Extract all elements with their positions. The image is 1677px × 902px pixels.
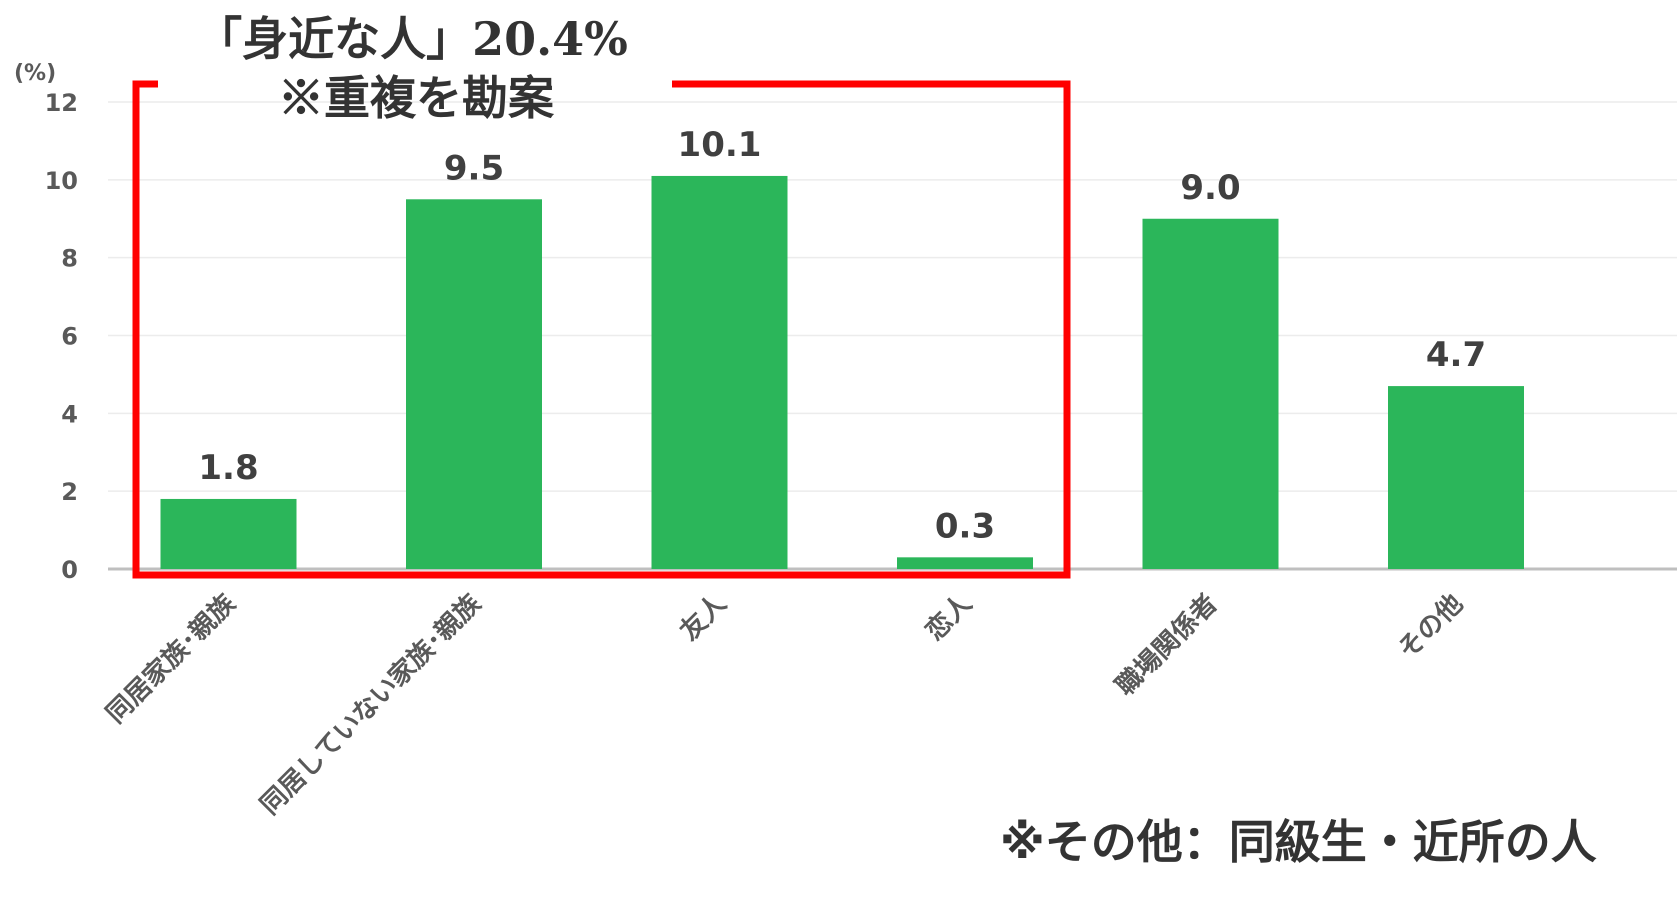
y-tick-label: 8 xyxy=(61,245,78,273)
data-label: 9.5 xyxy=(444,148,504,188)
highlight-subtitle: ※重複を勘案 xyxy=(278,71,555,125)
highlight-title: 「身近な人」20.4% xyxy=(196,12,628,66)
y-tick-label: 10 xyxy=(45,167,78,195)
category-label: 恋人 xyxy=(919,588,978,647)
data-labels: 1.8 9.5 10.1 0.3 9.0 4.7 xyxy=(198,125,1486,546)
category-label: その他 xyxy=(1393,589,1469,665)
data-label: 9.0 xyxy=(1180,168,1240,208)
data-label: 10.1 xyxy=(678,125,762,165)
bar xyxy=(1388,386,1524,569)
category-labels: 同居家族･親族 同居していない家族･親族 友人 恋人 職場関係者 その他 xyxy=(100,587,1469,821)
y-tick-label: 0 xyxy=(61,556,78,584)
category-label: 同居していない家族･親族 xyxy=(254,587,488,821)
bar xyxy=(897,557,1033,569)
bar xyxy=(160,498,297,569)
y-axis: 0 2 4 6 8 10 12 xyxy=(45,89,78,584)
y-axis-unit: (%) xyxy=(14,61,56,86)
footnote: ※その他：同級生・近所の人 xyxy=(1000,815,1597,869)
y-tick-label: 6 xyxy=(61,323,78,351)
bar xyxy=(406,199,542,569)
y-tick-label: 2 xyxy=(61,478,78,506)
data-label: 4.7 xyxy=(1426,335,1486,375)
bars xyxy=(160,175,1524,570)
data-label: 1.8 xyxy=(198,448,258,488)
y-tick-label: 4 xyxy=(61,400,78,428)
category-label: 友人 xyxy=(674,589,732,647)
data-label: 0.3 xyxy=(935,506,995,546)
y-tick-label: 12 xyxy=(45,89,78,117)
category-label: 同居家族･親族 xyxy=(100,587,242,729)
highlight-box xyxy=(132,80,1071,579)
bar xyxy=(1142,218,1279,569)
bar xyxy=(651,175,788,570)
category-label: 職場関係者 xyxy=(1110,589,1223,702)
